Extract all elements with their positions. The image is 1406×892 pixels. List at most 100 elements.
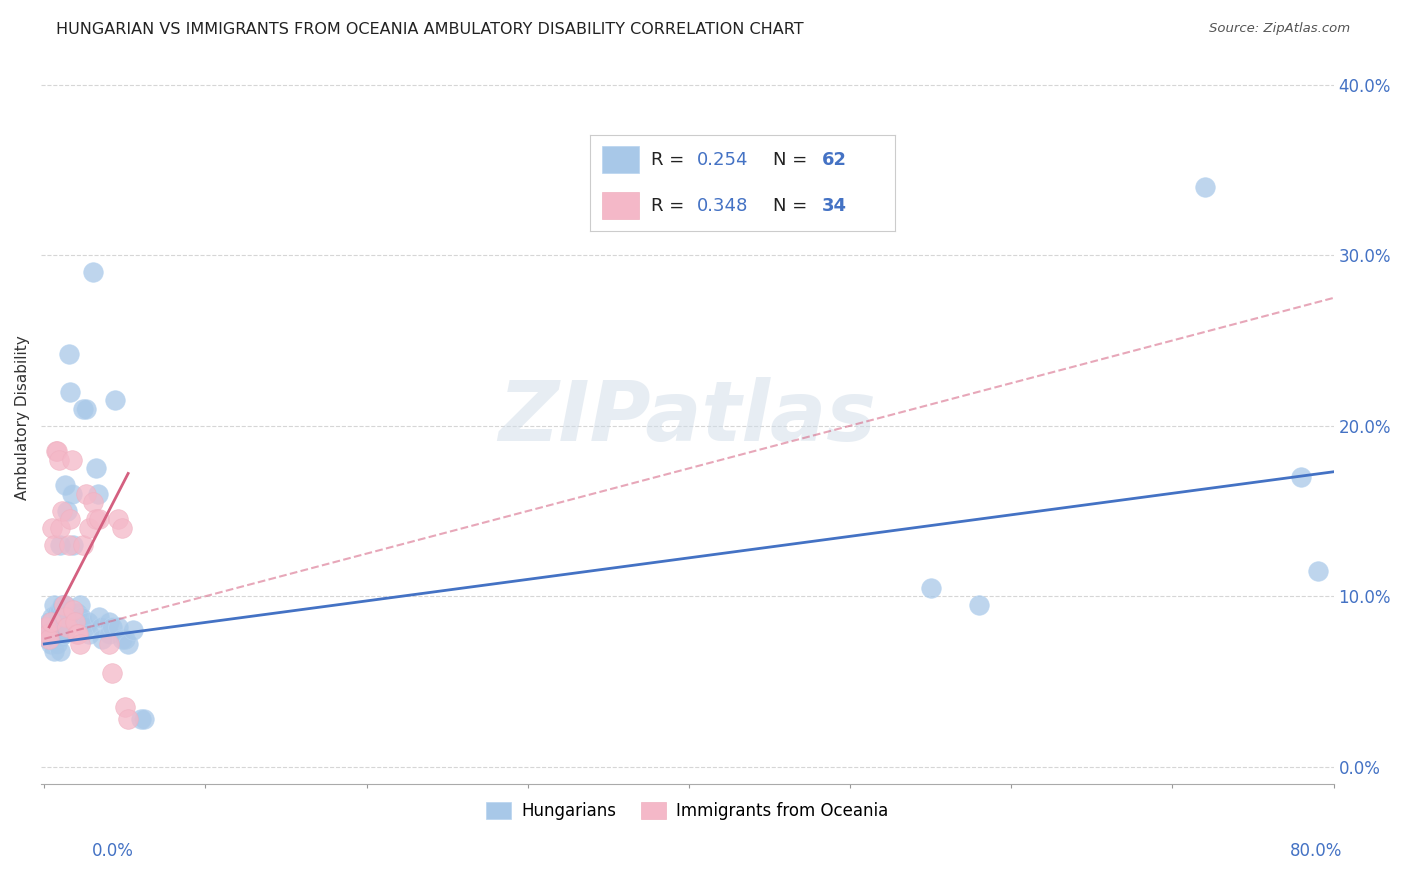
Point bbox=[53, 478, 76, 492]
Point bbox=[56, 504, 79, 518]
Point bbox=[107, 620, 129, 634]
Point bbox=[52, 598, 75, 612]
Point bbox=[42, 644, 65, 658]
Point bbox=[75, 487, 97, 501]
Point bbox=[75, 401, 97, 416]
Point bbox=[111, 521, 134, 535]
Legend: Hungarians, Immigrants from Oceania: Hungarians, Immigrants from Oceania bbox=[479, 795, 896, 827]
Point bbox=[49, 538, 72, 552]
Point bbox=[41, 632, 63, 646]
Point bbox=[114, 632, 136, 646]
Point bbox=[59, 512, 82, 526]
Point bbox=[63, 615, 86, 629]
Point bbox=[59, 384, 82, 399]
Point bbox=[117, 637, 139, 651]
Point bbox=[1306, 564, 1329, 578]
Point bbox=[920, 581, 942, 595]
Point bbox=[107, 512, 129, 526]
Point bbox=[49, 630, 72, 644]
Point bbox=[63, 615, 86, 629]
Point bbox=[39, 637, 62, 651]
Point bbox=[90, 620, 112, 634]
Point bbox=[38, 615, 60, 629]
Text: Source: ZipAtlas.com: Source: ZipAtlas.com bbox=[1209, 22, 1350, 36]
Text: 0.348: 0.348 bbox=[696, 196, 748, 215]
Point bbox=[35, 620, 58, 634]
Point bbox=[48, 626, 70, 640]
Point bbox=[73, 620, 96, 634]
Point bbox=[53, 598, 76, 612]
Point bbox=[86, 487, 108, 501]
Text: HUNGARIAN VS IMMIGRANTS FROM OCEANIA AMBULATORY DISABILITY CORRELATION CHART: HUNGARIAN VS IMMIGRANTS FROM OCEANIA AMB… bbox=[56, 22, 804, 37]
Point bbox=[101, 665, 124, 680]
Point bbox=[45, 626, 67, 640]
Text: 62: 62 bbox=[821, 151, 846, 169]
Point bbox=[49, 521, 72, 535]
Point bbox=[89, 609, 111, 624]
Point bbox=[97, 626, 120, 640]
Point bbox=[89, 512, 111, 526]
Point bbox=[70, 609, 93, 624]
Text: N =: N = bbox=[773, 196, 813, 215]
Point bbox=[79, 626, 101, 640]
Point bbox=[97, 637, 120, 651]
Point bbox=[72, 538, 94, 552]
Point bbox=[1194, 180, 1216, 194]
Text: R =: R = bbox=[651, 196, 690, 215]
Point bbox=[45, 620, 67, 634]
Point bbox=[129, 712, 152, 726]
Bar bbox=[602, 146, 638, 173]
Text: 0.254: 0.254 bbox=[696, 151, 748, 169]
Point bbox=[62, 603, 84, 617]
Point bbox=[49, 603, 72, 617]
Point bbox=[117, 712, 139, 726]
Text: R =: R = bbox=[651, 151, 690, 169]
Point bbox=[39, 615, 62, 629]
Point bbox=[84, 461, 107, 475]
Point bbox=[91, 632, 114, 646]
Point bbox=[122, 624, 145, 638]
Text: ZIPatlas: ZIPatlas bbox=[499, 376, 876, 458]
Point bbox=[46, 607, 69, 621]
Point bbox=[111, 632, 134, 646]
Point bbox=[104, 393, 127, 408]
Point bbox=[79, 521, 101, 535]
Point bbox=[37, 626, 59, 640]
Point bbox=[69, 637, 91, 651]
Point bbox=[45, 444, 67, 458]
Point bbox=[60, 453, 83, 467]
Point bbox=[67, 626, 90, 640]
Point bbox=[65, 626, 87, 640]
Point bbox=[72, 401, 94, 416]
Point bbox=[51, 598, 73, 612]
Point bbox=[48, 453, 70, 467]
Point bbox=[60, 487, 83, 501]
Point bbox=[51, 504, 73, 518]
Point bbox=[84, 512, 107, 526]
Text: 34: 34 bbox=[821, 196, 846, 215]
Point bbox=[62, 538, 84, 552]
Point bbox=[53, 609, 76, 624]
Point bbox=[46, 444, 69, 458]
Point bbox=[65, 607, 87, 621]
Point bbox=[967, 598, 990, 612]
Point bbox=[38, 626, 60, 640]
Point bbox=[76, 615, 98, 629]
Point bbox=[41, 609, 63, 624]
Point bbox=[97, 615, 120, 629]
Point bbox=[101, 620, 124, 634]
Point bbox=[52, 609, 75, 624]
Point bbox=[42, 598, 65, 612]
Point bbox=[41, 521, 63, 535]
Point bbox=[51, 620, 73, 634]
Point bbox=[1291, 470, 1313, 484]
Point bbox=[69, 598, 91, 612]
Point bbox=[38, 632, 60, 646]
Point bbox=[134, 712, 156, 726]
Text: 80.0%: 80.0% bbox=[1291, 842, 1343, 860]
Bar bbox=[602, 192, 638, 219]
Point bbox=[49, 644, 72, 658]
Point bbox=[82, 265, 104, 279]
Point bbox=[35, 620, 58, 634]
Text: N =: N = bbox=[773, 151, 813, 169]
